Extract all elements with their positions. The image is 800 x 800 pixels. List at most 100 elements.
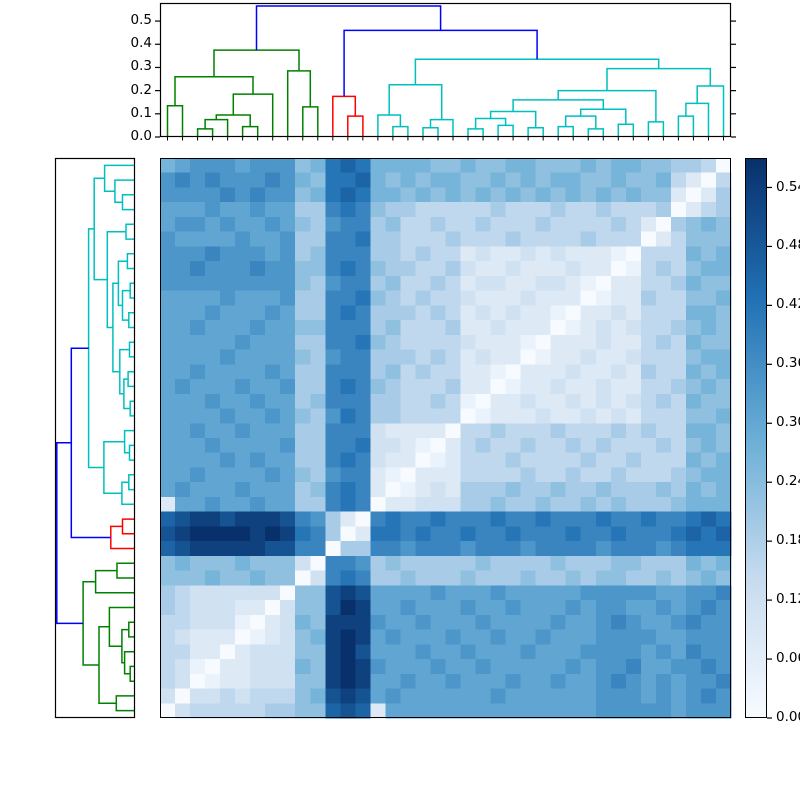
heatmap-cell [685, 202, 702, 218]
heatmap-cell [400, 320, 417, 336]
heatmap-cell [460, 467, 477, 483]
heatmap-cell [700, 496, 717, 513]
heatmap-cell [505, 275, 522, 292]
heatmap-cell [340, 172, 356, 189]
heatmap-cell [700, 334, 717, 351]
heatmap-cell [385, 231, 402, 248]
heatmap-cell [550, 393, 567, 410]
heatmap-cell [475, 644, 492, 660]
heatmap-cell [265, 511, 281, 528]
heatmap-cell [265, 231, 281, 248]
heatmap-cell [445, 231, 462, 248]
heatmap-cell [415, 526, 432, 542]
heatmap-cell [685, 172, 702, 189]
heatmap-cell [265, 246, 281, 262]
heatmap-cell [340, 393, 356, 410]
heatmap-cell [670, 231, 687, 248]
heatmap-cell [670, 305, 687, 321]
heatmap-cell [280, 541, 296, 557]
dendrogram-link-c [606, 67, 712, 91]
dendrogram-frame [159, 2, 732, 138]
heatmap-cell [490, 541, 507, 557]
heatmap-cell [250, 275, 266, 292]
heatmap-cell [355, 688, 371, 704]
heatmap-cell [565, 688, 582, 704]
heatmap-cell [520, 261, 537, 277]
heatmap-cell [370, 423, 386, 439]
heatmap-cell [700, 570, 717, 586]
heatmap-cell [460, 202, 477, 218]
heatmap-cell [655, 467, 672, 483]
heatmap-cell [670, 673, 687, 690]
heatmap-cell [445, 496, 462, 513]
heatmap-cell [580, 187, 597, 203]
heatmap-cell [175, 261, 191, 277]
heatmap-cell [190, 600, 206, 616]
dendrogram-link-b [343, 29, 538, 97]
heatmap-cell [205, 555, 221, 572]
heatmap-cell [415, 585, 432, 601]
heatmap-cell [565, 659, 582, 675]
heatmap-cell [205, 496, 221, 513]
heatmap-cell [550, 703, 567, 719]
heatmap-cell [370, 541, 386, 557]
heatmap-cell [565, 334, 582, 351]
heatmap-cell [415, 231, 432, 248]
heatmap-cell [475, 320, 492, 336]
heatmap-cell [550, 408, 567, 424]
heatmap-cell [385, 511, 402, 528]
heatmap-cell [175, 423, 191, 439]
heatmap-cell [715, 172, 732, 189]
heatmap-cell [325, 526, 341, 542]
heatmap-cell [280, 555, 296, 572]
heatmap-cell [160, 216, 176, 233]
heatmap-cell [475, 290, 492, 306]
heatmap-cell [490, 673, 507, 690]
heatmap-cell [460, 629, 477, 645]
heatmap-cell [610, 305, 627, 321]
heatmap-cell [655, 408, 672, 424]
dendrogram-link-c [467, 128, 484, 137]
heatmap-cell [235, 408, 251, 424]
heatmap-cell [670, 364, 687, 380]
heatmap-cell [355, 231, 371, 248]
heatmap-cell [505, 482, 522, 498]
heatmap-cell [400, 216, 417, 233]
heatmap-cell [340, 555, 356, 572]
heatmap-cell [310, 246, 326, 262]
heatmap-cell [520, 511, 537, 528]
heatmap-cell [445, 423, 462, 439]
heatmap-cell [550, 555, 567, 572]
dendrogram-link-g [215, 114, 251, 127]
heatmap-cell [205, 290, 221, 306]
heatmap-cell [205, 688, 221, 704]
heatmap-cell [595, 467, 612, 483]
heatmap-cell [325, 275, 341, 292]
heatmap-cell [160, 673, 176, 690]
heatmap-cell [565, 541, 582, 557]
heatmap-cell [175, 629, 191, 645]
heatmap-cell [535, 600, 552, 616]
heatmap-cell [610, 408, 627, 424]
heatmap-cell [340, 496, 356, 513]
heatmap-cell [385, 334, 402, 351]
heatmap-cell [475, 673, 492, 690]
heatmap-cell [310, 585, 326, 601]
heatmap-cell [505, 511, 522, 528]
heatmap-cell [595, 393, 612, 410]
heatmap-cell [715, 158, 732, 174]
heatmap-cell [370, 673, 386, 690]
heatmap-cell [610, 423, 627, 439]
heatmap-cell [505, 202, 522, 218]
heatmap-cell [700, 349, 717, 365]
dendrogram-link-c [557, 89, 657, 122]
heatmap-cell [460, 379, 477, 395]
heatmap-cell [550, 261, 567, 277]
heatmap-cell [580, 482, 597, 498]
heatmap-cell [610, 467, 627, 483]
heatmap-cell [520, 614, 537, 631]
heatmap-cell [685, 216, 702, 233]
heatmap-cell [685, 467, 702, 483]
heatmap-cell [415, 158, 432, 174]
dendrogram-link-c [685, 102, 710, 137]
